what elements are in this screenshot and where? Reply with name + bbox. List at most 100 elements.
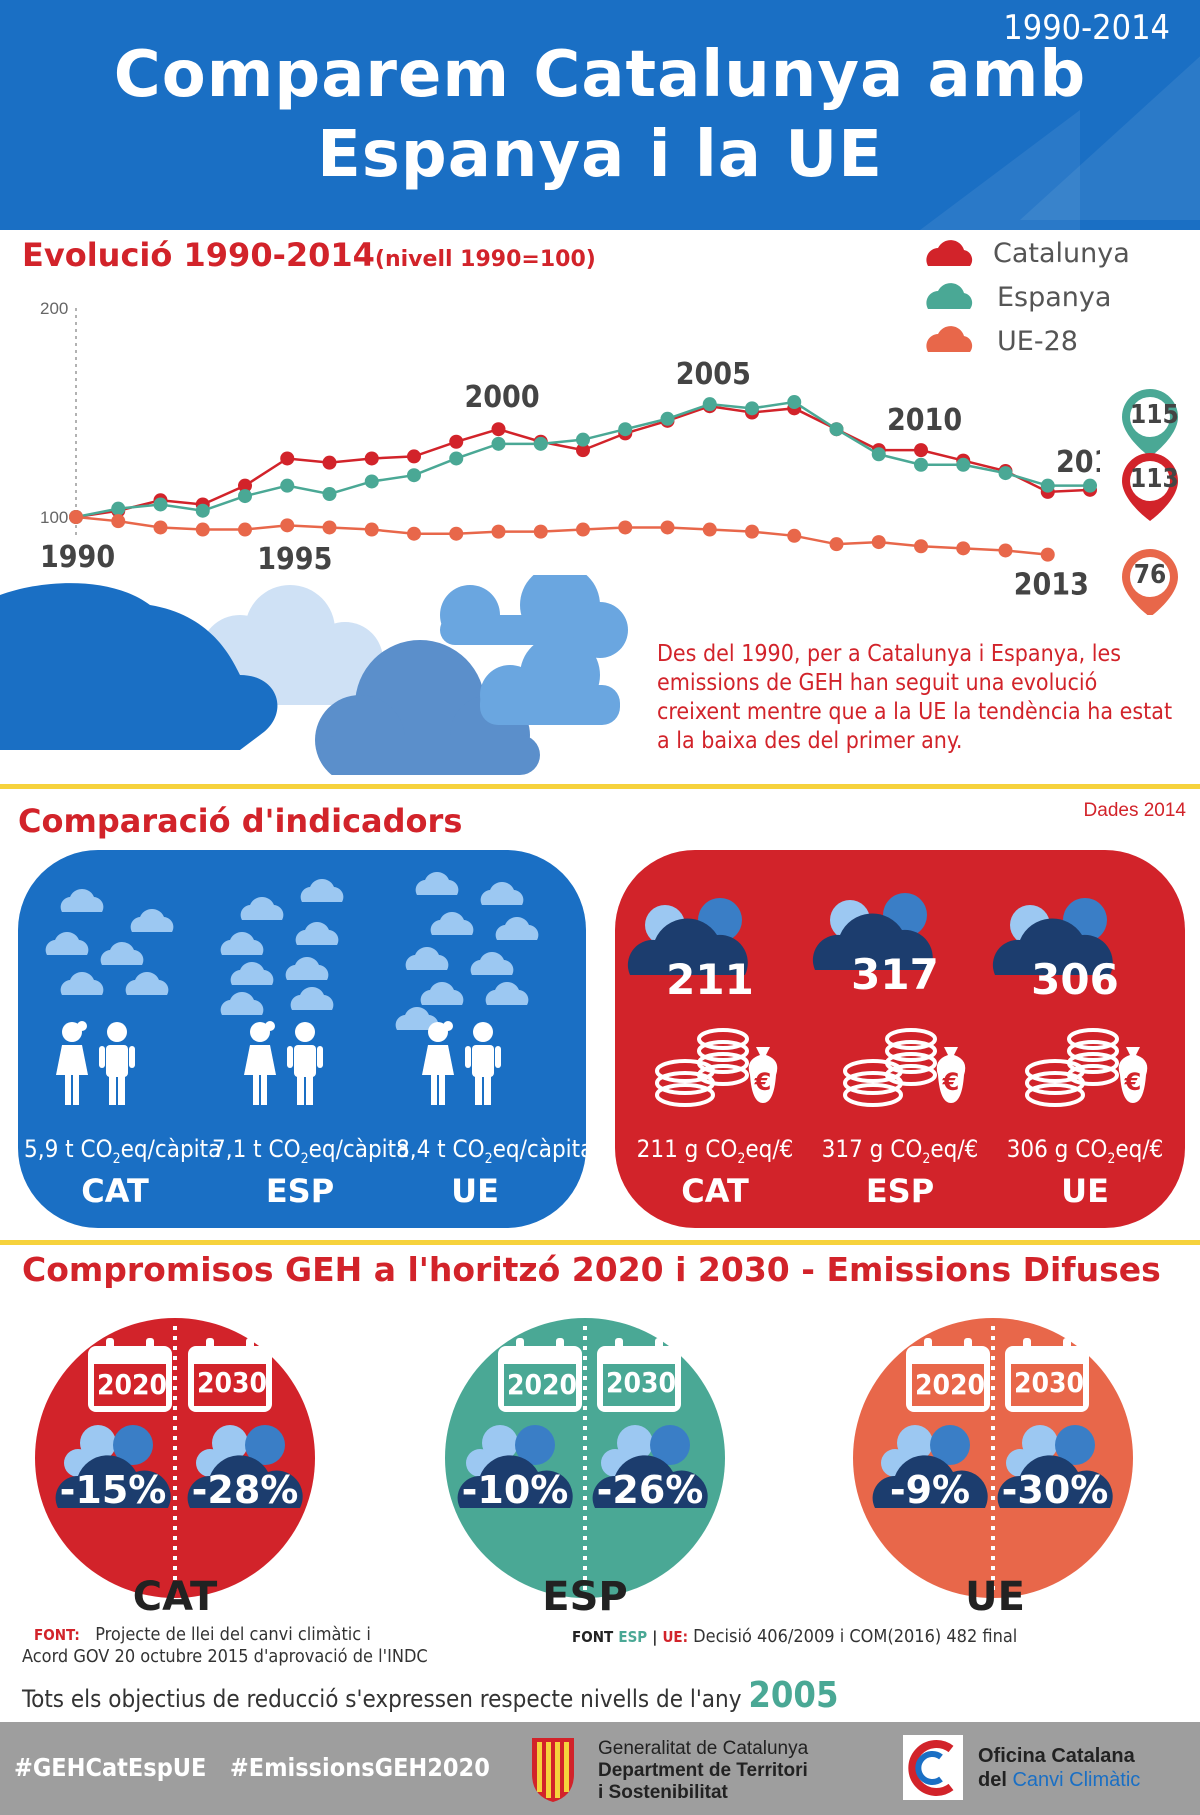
evolution-line-chart: 200 100 1990 1995 2000 2005 2010 2013 2014 xyxy=(40,299,1100,600)
year-label-1995: 1995 xyxy=(257,542,332,577)
cat-coins-icon xyxy=(655,1028,780,1107)
series-1-point xyxy=(280,478,295,493)
series-2-point xyxy=(998,543,1013,558)
esp-2020-label: 2020 xyxy=(506,1368,578,1401)
series-2-point xyxy=(914,539,928,554)
series-2-point xyxy=(491,524,506,539)
series-2-point xyxy=(195,522,210,537)
cat-intensity-code: CAT xyxy=(681,1172,749,1210)
series-1-point xyxy=(702,397,717,412)
legend-label-espanya: Espanya xyxy=(997,282,1112,313)
hashtag-2[interactable]: #EmissionsGEH2020 xyxy=(229,1753,490,1782)
hashtag-1[interactable]: #GEHCatEspUE xyxy=(14,1753,207,1782)
series-2-point xyxy=(364,522,379,537)
legend-label-ue: UE-28 xyxy=(997,326,1078,357)
series-2-point xyxy=(871,535,886,550)
cat-intensity-number: 211 xyxy=(666,955,754,1004)
esp-2030-pct: -26% xyxy=(596,1468,704,1512)
source-cat: FONT: Projecte de llei del canvi climàti… xyxy=(34,1624,371,1645)
series-2-point xyxy=(449,526,464,541)
series-0-point xyxy=(238,478,252,493)
generalitat-shield-icon xyxy=(532,1738,574,1802)
ue-intensity-code: UE xyxy=(1061,1172,1109,1210)
series-0-point xyxy=(449,434,464,449)
hashtags: #GEHCatEspUE #EmissionsGEH2020 xyxy=(14,1753,490,1782)
source-esp-ue: FONT ESP | UE: Decisió 406/2009 i COM(20… xyxy=(572,1626,1018,1647)
series-2-point xyxy=(702,522,717,537)
series-0-point xyxy=(914,443,928,458)
pin-value-ue: 76 xyxy=(1133,560,1167,590)
series-1-point xyxy=(153,497,168,512)
series-0-point xyxy=(364,451,379,466)
series-1-point xyxy=(956,457,971,472)
section-divider xyxy=(0,784,1200,789)
cat-2030-pct: -28% xyxy=(191,1468,299,1512)
series-1-point xyxy=(914,457,928,472)
esp-intensity-number: 317 xyxy=(851,950,939,999)
cat-per-capita-code: CAT xyxy=(81,1172,149,1210)
series-line-2 xyxy=(75,515,1048,556)
series-2-point xyxy=(618,520,633,535)
page-title-line1: Comparem Catalunya amb xyxy=(113,38,1087,112)
gov-dept2: i Sostenibilitat xyxy=(598,1782,728,1803)
occ-name-line1: Oficina Catalana xyxy=(978,1745,1135,1767)
legend-cloud-espanya-icon xyxy=(926,283,973,309)
per-capita-illustration xyxy=(45,872,539,1105)
section-divider-2 xyxy=(0,1240,1200,1245)
series-2-point xyxy=(533,524,548,539)
series-1-point xyxy=(618,422,633,437)
decorative-clouds-icon xyxy=(0,575,628,775)
series-2-point xyxy=(280,518,295,533)
esp-per-capita-code: ESP xyxy=(265,1172,335,1210)
year-label-2013: 2013 xyxy=(1014,568,1089,600)
ue-people-icon xyxy=(422,1021,501,1105)
series-2-point xyxy=(829,537,844,552)
ue-2030-calendar-icon xyxy=(1005,1338,1089,1412)
cat-clouds-icon xyxy=(45,889,174,995)
series-1-point xyxy=(1083,478,1097,493)
ue-clouds-icon xyxy=(395,872,539,1030)
series-2-point xyxy=(787,528,802,543)
series-1-point xyxy=(407,468,421,483)
esp-2020-calendar-icon xyxy=(498,1338,582,1412)
legend-label-catalunya: Catalunya xyxy=(993,238,1130,269)
ue-2020-calendar-icon xyxy=(906,1338,990,1412)
series-1-point xyxy=(660,411,675,426)
value-pins xyxy=(1122,389,1178,615)
page-title-line2: Espanya i la UE xyxy=(317,118,883,192)
cat-2020-pct: -15% xyxy=(59,1468,167,1512)
ue-per-capita: 8,4 t CO2eq/càpita xyxy=(396,1135,594,1167)
cat-intensity: 211 g CO2eq/€ xyxy=(636,1135,794,1167)
series-2-point xyxy=(322,520,337,535)
esp-per-capita: 7,1 t CO2eq/càpita xyxy=(212,1135,410,1167)
baseline-note: Tots els objectius de reducció s'express… xyxy=(22,1675,839,1716)
pin-value-espanya: 115 xyxy=(1130,400,1179,430)
ue-2020-label: 2020 xyxy=(914,1368,986,1401)
series-1-point xyxy=(449,451,464,466)
esp-2030-calendar-icon xyxy=(597,1338,681,1412)
series-2-point xyxy=(153,520,168,535)
indicators-date: Dades 2014 xyxy=(1083,800,1186,821)
ue-coins-icon xyxy=(1025,1028,1150,1107)
esp-intensity-code: ESP xyxy=(865,1172,935,1210)
year-label-2010: 2010 xyxy=(887,403,962,438)
commitments-title: Compromisos GEH a l'horitzó 2020 i 2030 … xyxy=(22,1250,1161,1289)
gov-name: Generalitat de Catalunya xyxy=(598,1738,809,1759)
y-tick-100: 100 xyxy=(40,508,68,527)
year-label-2005: 2005 xyxy=(676,357,751,392)
esp-2020-pct: -10% xyxy=(461,1468,569,1512)
ue-2020-pct: -9% xyxy=(889,1468,971,1512)
header-banner xyxy=(0,0,1200,230)
series-2-point xyxy=(576,522,590,537)
series-1-point xyxy=(1040,478,1055,493)
esp-2030-label: 2030 xyxy=(605,1366,677,1399)
series-0-point xyxy=(491,422,506,437)
cat-2020-label: 2020 xyxy=(96,1368,168,1401)
series-0-point xyxy=(322,455,337,470)
series-2-point xyxy=(745,524,759,539)
cat-2020-calendar-icon xyxy=(88,1338,172,1412)
series-1-point xyxy=(787,395,802,410)
legend-icons xyxy=(926,240,973,352)
series-1-point xyxy=(871,447,886,462)
esp-intensity: 317 g CO2eq/€ xyxy=(821,1135,979,1167)
